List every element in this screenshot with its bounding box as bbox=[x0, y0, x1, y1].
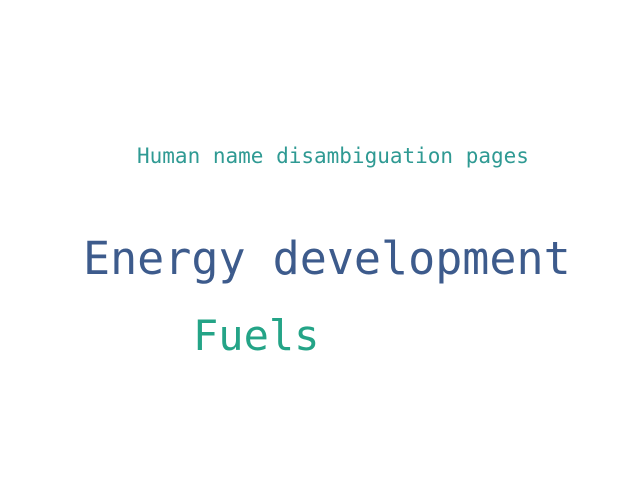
word-fuels: Fuels bbox=[193, 311, 320, 360]
word-human-name-disambiguation-pages: Human name disambiguation pages bbox=[137, 144, 529, 168]
word-energy-development: Energy development bbox=[83, 232, 571, 285]
